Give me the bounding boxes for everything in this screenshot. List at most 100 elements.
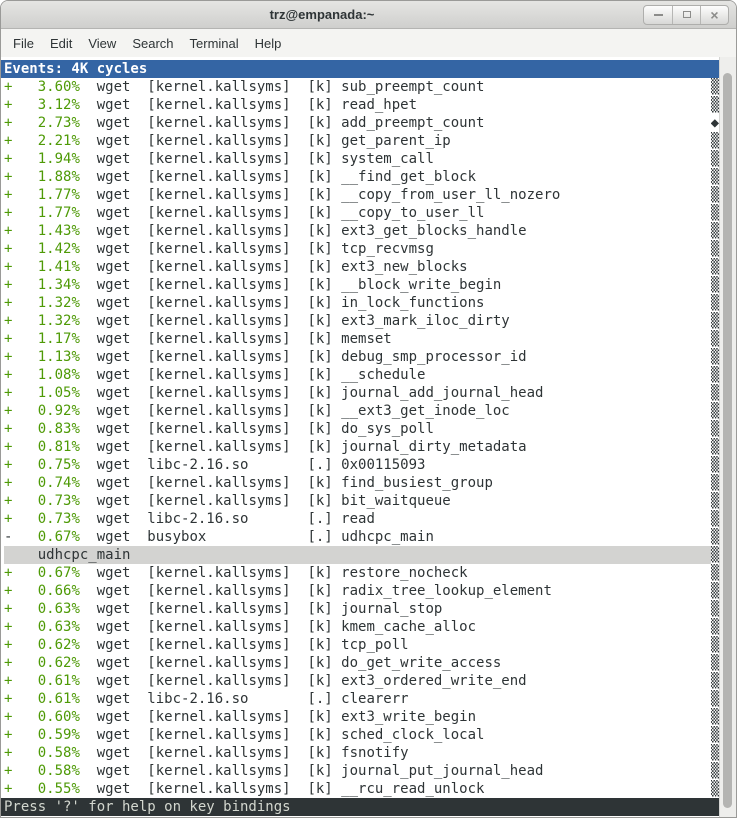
overhead-percent: 0.73%	[12, 493, 80, 509]
perf-row[interactable]: + 2.73% wget [kernel.kallsyms] [k] add_p…	[4, 114, 719, 132]
entry-text: wget [kernel.kallsyms] [k] journal_put_j…	[79, 763, 544, 779]
perf-row[interactable]: + 0.74% wget [kernel.kallsyms] [k] find_…	[4, 474, 719, 492]
scroll-track-icon: ▒	[710, 385, 719, 401]
perf-row[interactable]: + 3.12% wget [kernel.kallsyms] [k] read_…	[4, 96, 719, 114]
minimize-button[interactable]	[644, 6, 672, 24]
terminal-content[interactable]: Events: 4K cycles + 3.60% wget [kernel.k…	[1, 57, 736, 817]
fold-sign: +	[4, 241, 13, 257]
perf-row[interactable]: + 2.21% wget [kernel.kallsyms] [k] get_p…	[4, 132, 719, 150]
events-header: Events: 4K cycles	[1, 60, 719, 78]
perf-entry: + 1.88% wget [kernel.kallsyms] [k] __fin…	[4, 168, 711, 186]
entry-text: wget [kernel.kallsyms] [k] in_lock_funct…	[79, 295, 485, 311]
scroll-track-icon: ▒	[710, 241, 719, 257]
scrollbar-thumb[interactable]	[723, 73, 732, 808]
perf-row[interactable]: + 1.41% wget [kernel.kallsyms] [k] ext3_…	[4, 258, 719, 276]
overhead-percent: 2.21%	[12, 133, 80, 149]
menu-view[interactable]: View	[88, 35, 117, 51]
perf-row[interactable]: + 1.43% wget [kernel.kallsyms] [k] ext3_…	[4, 222, 719, 240]
overhead-percent: 1.94%	[12, 151, 80, 167]
perf-entry: + 0.75% wget libc-2.16.so [.] 0x00115093	[4, 456, 711, 474]
overhead-percent: 0.58%	[12, 745, 80, 761]
perf-top-view: Events: 4K cycles + 3.60% wget [kernel.k…	[1, 57, 719, 817]
perf-row[interactable]: + 0.59% wget [kernel.kallsyms] [k] sched…	[4, 726, 719, 744]
entry-text: wget [kernel.kallsyms] [k] radix_tree_lo…	[79, 583, 552, 599]
perf-row[interactable]: + 1.32% wget [kernel.kallsyms] [k] in_lo…	[4, 294, 719, 312]
menu-terminal[interactable]: Terminal	[189, 35, 239, 51]
overhead-percent: 0.67%	[12, 529, 80, 545]
perf-row[interactable]: + 0.55% wget [kernel.kallsyms] [k] __rcu…	[4, 780, 719, 798]
perf-row[interactable]: + 0.62% wget [kernel.kallsyms] [k] do_ge…	[4, 654, 719, 672]
perf-row[interactable]: + 1.34% wget [kernel.kallsyms] [k] __blo…	[4, 276, 719, 294]
perf-row[interactable]: + 0.83% wget [kernel.kallsyms] [k] do_sy…	[4, 420, 719, 438]
scroll-track-icon: ▒	[710, 709, 719, 725]
maximize-icon	[682, 11, 691, 18]
entry-text: wget [kernel.kallsyms] [k] sched_clock_l…	[79, 727, 485, 743]
perf-row[interactable]: + 1.42% wget [kernel.kallsyms] [k] tcp_r…	[4, 240, 719, 258]
fold-sign: +	[4, 403, 13, 419]
perf-row[interactable]: + 1.17% wget [kernel.kallsyms] [k] memse…	[4, 330, 719, 348]
perf-row[interactable]: + 1.88% wget [kernel.kallsyms] [k] __fin…	[4, 168, 719, 186]
perf-entry: + 1.34% wget [kernel.kallsyms] [k] __blo…	[4, 276, 711, 294]
perf-row[interactable]: + 1.05% wget [kernel.kallsyms] [k] journ…	[4, 384, 719, 402]
entry-text: wget [kernel.kallsyms] [k] ext3_ordered_…	[79, 673, 527, 689]
perf-entry: + 1.41% wget [kernel.kallsyms] [k] ext3_…	[4, 258, 711, 276]
fold-sign: +	[4, 169, 13, 185]
perf-row[interactable]: + 0.63% wget [kernel.kallsyms] [k] journ…	[4, 600, 719, 618]
perf-row[interactable]: + 1.77% wget [kernel.kallsyms] [k] __cop…	[4, 204, 719, 222]
perf-entry: + 0.62% wget [kernel.kallsyms] [k] tcp_p…	[4, 636, 711, 654]
perf-row[interactable]: + 0.66% wget [kernel.kallsyms] [k] radix…	[4, 582, 719, 600]
perf-row[interactable]: + 1.77% wget [kernel.kallsyms] [k] __cop…	[4, 186, 719, 204]
menu-help[interactable]: Help	[254, 35, 282, 51]
fold-sign: +	[4, 637, 13, 653]
perf-row[interactable]: + 0.58% wget [kernel.kallsyms] [k] journ…	[4, 762, 719, 780]
perf-row[interactable]: + 0.60% wget [kernel.kallsyms] [k] ext3_…	[4, 708, 719, 726]
entry-text: wget [kernel.kallsyms] [k] find_busiest_…	[79, 475, 493, 491]
perf-row-selected[interactable]: udhcpc_main ▒	[4, 546, 719, 564]
fold-sign: +	[4, 223, 13, 239]
maximize-button[interactable]	[672, 5, 700, 24]
fold-sign: +	[4, 655, 13, 671]
perf-row[interactable]: + 3.60% wget [kernel.kallsyms] [k] sub_p…	[4, 78, 719, 96]
overhead-percent: 0.62%	[12, 637, 80, 653]
perf-row[interactable]: + 1.08% wget [kernel.kallsyms] [k] __sch…	[4, 366, 719, 384]
perf-row[interactable]: + 1.13% wget [kernel.kallsyms] [k] debug…	[4, 348, 719, 366]
overhead-percent: 0.92%	[12, 403, 80, 419]
fold-sign: +	[4, 133, 13, 149]
perf-row[interactable]: + 0.75% wget libc-2.16.so [.] 0x00115093…	[4, 456, 719, 474]
perf-row[interactable]: + 0.63% wget [kernel.kallsyms] [k] kmem_…	[4, 618, 719, 636]
perf-row[interactable]: + 0.62% wget [kernel.kallsyms] [k] tcp_p…	[4, 636, 719, 654]
overhead-percent: 0.63%	[12, 601, 80, 617]
titlebar[interactable]: trz@empanada:~ ×	[1, 1, 736, 29]
scroll-track-icon: ▒	[710, 403, 719, 419]
close-button[interactable]: ×	[700, 5, 728, 24]
terminal-scrollbar[interactable]	[719, 57, 736, 817]
menu-search[interactable]: Search	[132, 35, 174, 51]
overhead-percent: 0.81%	[12, 439, 80, 455]
perf-entry: + 0.66% wget [kernel.kallsyms] [k] radix…	[4, 582, 711, 600]
scroll-track-icon: ▒	[710, 277, 719, 293]
perf-row[interactable]: + 1.94% wget [kernel.kallsyms] [k] syste…	[4, 150, 719, 168]
perf-row[interactable]: + 0.61% wget libc-2.16.so [.] clearerr ▒	[4, 690, 719, 708]
entry-text: wget [kernel.kallsyms] [k] journal_stop	[79, 601, 443, 617]
perf-row[interactable]: + 0.73% wget [kernel.kallsyms] [k] bit_w…	[4, 492, 719, 510]
perf-row[interactable]: - 0.67% wget busybox [.] udhcpc_main ▒	[4, 528, 719, 546]
overhead-percent: 0.61%	[12, 691, 80, 707]
perf-entry: + 1.17% wget [kernel.kallsyms] [k] memse…	[4, 330, 711, 348]
fold-sign: +	[4, 763, 13, 779]
perf-row[interactable]: + 0.81% wget [kernel.kallsyms] [k] journ…	[4, 438, 719, 456]
menu-file[interactable]: File	[13, 35, 34, 51]
menu-edit[interactable]: Edit	[49, 35, 73, 51]
entry-text: wget [kernel.kallsyms] [k] ext3_new_bloc…	[79, 259, 468, 275]
perf-row[interactable]: + 0.92% wget [kernel.kallsyms] [k] __ext…	[4, 402, 719, 420]
perf-row[interactable]: + 0.58% wget [kernel.kallsyms] [k] fsnot…	[4, 744, 719, 762]
perf-row[interactable]: + 1.32% wget [kernel.kallsyms] [k] ext3_…	[4, 312, 719, 330]
perf-row[interactable]: + 0.73% wget libc-2.16.so [.] read ▒	[4, 510, 719, 528]
fold-sign: +	[4, 295, 13, 311]
perf-entry: + 1.77% wget [kernel.kallsyms] [k] __cop…	[4, 204, 711, 222]
overhead-percent: 1.17%	[12, 331, 80, 347]
perf-row[interactable]: + 0.61% wget [kernel.kallsyms] [k] ext3_…	[4, 672, 719, 690]
perf-entry: + 0.74% wget [kernel.kallsyms] [k] find_…	[4, 474, 711, 492]
scroll-track-icon: ▒	[710, 619, 719, 635]
overhead-percent: 0.63%	[12, 619, 80, 635]
perf-row[interactable]: + 0.67% wget [kernel.kallsyms] [k] resto…	[4, 564, 719, 582]
